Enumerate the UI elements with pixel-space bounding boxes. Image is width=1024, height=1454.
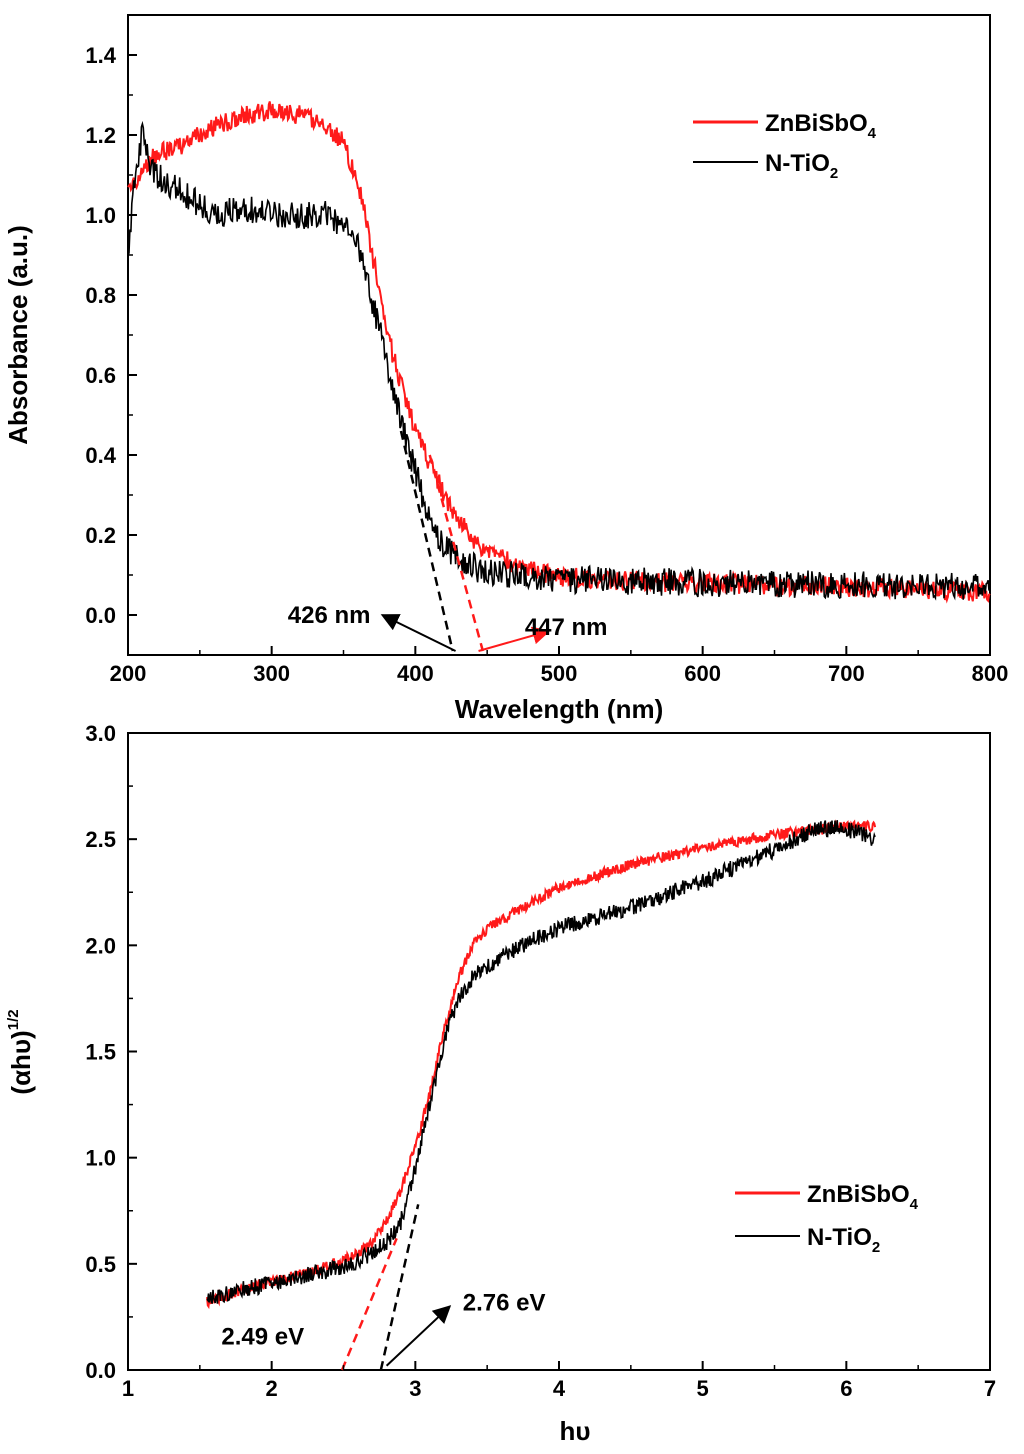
annotation-arrow <box>478 626 551 652</box>
y-tick-label: 1.5 <box>85 1040 116 1065</box>
annotation-426nm: 426 nm <box>288 602 371 629</box>
legend-label-ntio2: N-TiO2 <box>807 1224 880 1256</box>
x-tick-label: 7 <box>984 1376 996 1401</box>
legend-label-znbisbo4: ZnBiSbO4 <box>807 1181 919 1213</box>
legend: ZnBiSbO4 N-TiO2 <box>735 1181 919 1256</box>
x-tick-label: 300 <box>253 661 290 686</box>
y-tick-label: 0.5 <box>85 1252 116 1277</box>
series-znbisbo4 <box>206 819 877 1310</box>
annotation-2.76ev: 2.76 eV <box>463 1290 546 1317</box>
y-tick-label: 0.6 <box>85 363 116 388</box>
y-axis-ticks: 0.0 0.2 0.4 0.6 0.8 1.0 1.2 1.4 <box>85 43 137 628</box>
y-tick-label: 0.8 <box>85 283 116 308</box>
x-axis-label: Wavelength (nm) <box>455 694 663 724</box>
y-axis-label: (αhυ)1/2 <box>5 1009 36 1094</box>
y-tick-label: 1.0 <box>85 203 116 228</box>
x-tick-label: 4 <box>553 1376 566 1401</box>
y-tick-label: 0.0 <box>85 1358 116 1383</box>
y-tick-label: 2.5 <box>85 827 116 852</box>
legend-label-ntio2: N-TiO2 <box>765 150 838 182</box>
annotation-447nm: 447 nm <box>525 614 608 641</box>
legend: ZnBiSbO4 N-TiO2 <box>693 110 877 182</box>
x-tick-label: 600 <box>684 661 721 686</box>
legend-label-znbisbo4: ZnBiSbO4 <box>765 110 877 142</box>
series-ntio2 <box>127 120 991 601</box>
y-tick-label: 0.4 <box>85 443 116 468</box>
x-axis-ticks: 200 300 400 500 600 700 800 <box>110 646 1009 686</box>
tauc-plot-area <box>206 819 877 1371</box>
y-axis-ticks: 0.0 0.5 1.0 1.5 2.0 2.5 3.0 <box>85 721 137 1383</box>
tauc-chart: 1 2 3 4 5 6 7 0.0 0.5 1.0 1.5 2.0 2.5 3.0 hυ (αhυ)1/… <box>5 721 996 1446</box>
x-tick-label: 700 <box>828 661 865 686</box>
x-tick-label: 800 <box>972 661 1009 686</box>
series-znbisbo4 <box>127 101 991 604</box>
x-axis-label: hυ <box>559 1416 590 1446</box>
tangent-line <box>399 430 454 652</box>
x-tick-label: 200 <box>110 661 147 686</box>
y-tick-label: 2.0 <box>85 933 116 958</box>
x-tick-label: 3 <box>409 1376 421 1401</box>
tangent-line <box>428 454 485 652</box>
annotation-2.49ev: 2.49 eV <box>221 1324 304 1351</box>
annotation-arrow <box>380 614 457 652</box>
tangent-line <box>379 1204 420 1371</box>
y-tick-label: 0.2 <box>85 523 116 548</box>
x-tick-label: 6 <box>840 1376 852 1401</box>
y-tick-label: 0.0 <box>85 603 116 628</box>
x-tick-label: 400 <box>397 661 434 686</box>
tangent-line <box>340 1237 398 1371</box>
y-tick-label: 1.0 <box>85 1146 116 1171</box>
x-axis-ticks: 1 2 3 4 5 6 7 <box>122 1361 996 1401</box>
absorbance-plot-area <box>127 101 991 652</box>
absorbance-chart: 200 300 400 500 600 700 800 0.0 0.2 0.4 0.6 0.8 1.0… <box>3 14 1009 724</box>
series-ntio2 <box>206 820 876 1304</box>
x-tick-label: 1 <box>122 1376 134 1401</box>
annotation-arrow <box>385 1305 452 1367</box>
x-tick-label: 5 <box>697 1376 709 1401</box>
x-tick-label: 2 <box>266 1376 278 1401</box>
y-tick-label: 3.0 <box>85 721 116 746</box>
y-axis-label: Absorbance (a.u.) <box>3 225 33 445</box>
y-tick-label: 1.4 <box>85 43 116 68</box>
x-tick-label: 500 <box>541 661 578 686</box>
y-tick-label: 1.2 <box>85 123 116 148</box>
